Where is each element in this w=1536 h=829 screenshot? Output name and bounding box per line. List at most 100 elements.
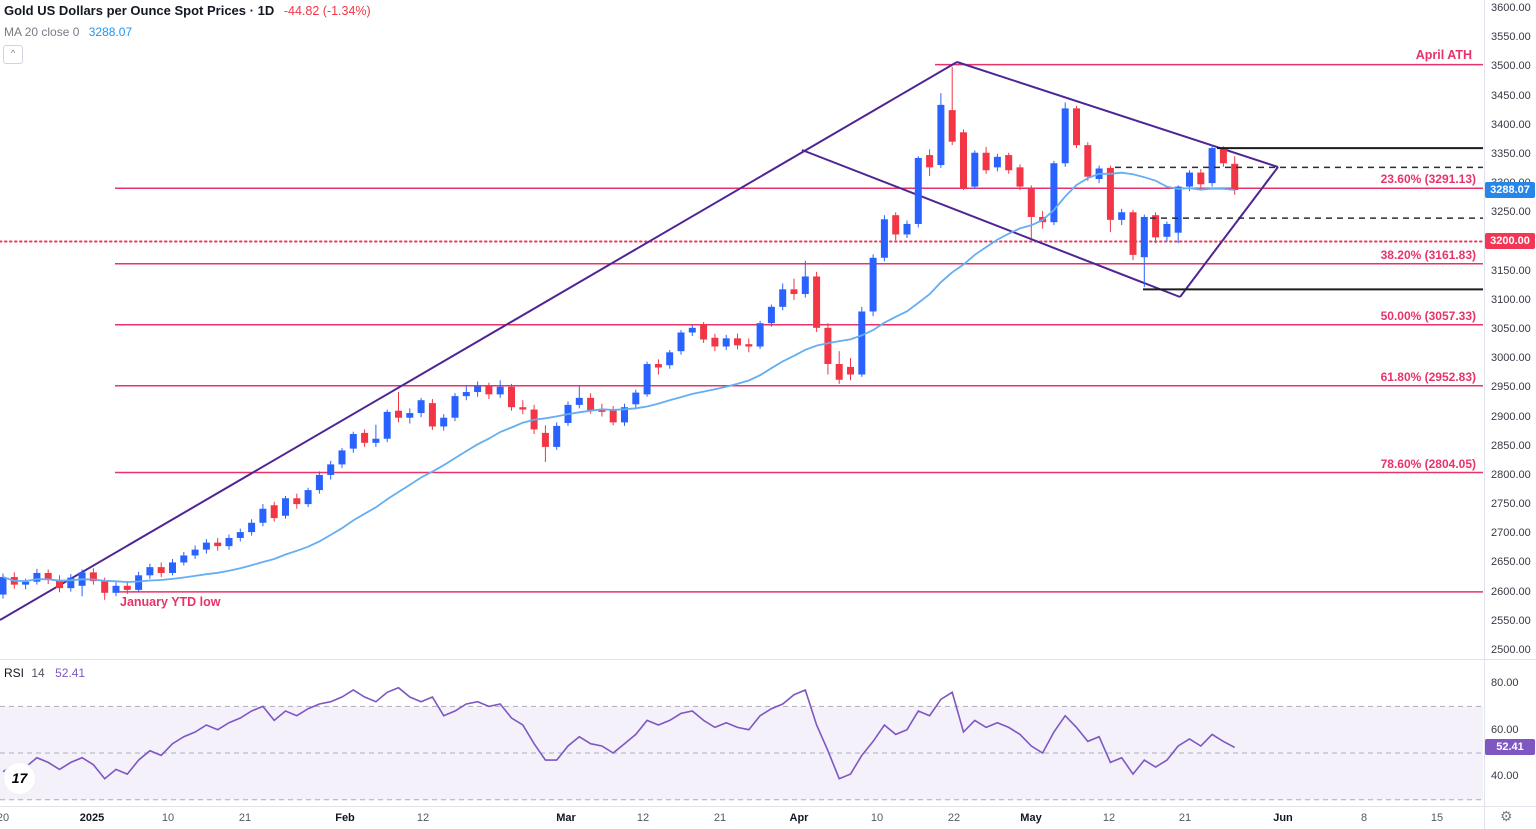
candle: [1118, 212, 1126, 220]
price-axis-label: 2750.00: [1491, 498, 1531, 511]
price-axis-label: 3550.00: [1491, 31, 1531, 44]
ma-price-badge: 3288.07: [1485, 182, 1535, 199]
candle: [960, 132, 967, 189]
candle: [677, 332, 685, 352]
rsi-indicator-row: RSI 14 52.41: [4, 666, 85, 680]
time-axis-label: 20: [0, 812, 10, 824]
candle: [575, 397, 583, 405]
candle: [338, 450, 346, 465]
candle: [609, 409, 617, 423]
collapse-indicator-button[interactable]: ^: [3, 45, 23, 64]
ma-params: 20 close 0: [24, 25, 80, 39]
price-axis-label: 2900.00: [1491, 410, 1531, 423]
candle: [22, 581, 30, 585]
axis-settings-gear-icon[interactable]: ⚙: [1500, 808, 1513, 824]
candle: [372, 438, 380, 443]
candle: [462, 392, 470, 397]
candle: [1231, 163, 1239, 191]
candle: [146, 567, 154, 576]
candle: [417, 400, 425, 414]
ma-value: 3288.07: [88, 25, 133, 39]
descending-channel-upper[interactable]: [956, 61, 1279, 168]
time-axis-label: 22: [947, 812, 961, 824]
time-axis-label: Jun: [1273, 812, 1293, 824]
price-axis-label: 3150.00: [1491, 264, 1531, 277]
candle: [1016, 167, 1024, 187]
fib-level-label: 61.80% (2952.83): [1380, 369, 1476, 384]
fib-level-label: 50.00% (3057.33): [1380, 308, 1476, 323]
candle: [756, 323, 764, 347]
candle: [621, 407, 628, 423]
time-axis-label: Mar: [556, 812, 576, 824]
symbol-title-row: Gold US Dollars per Ounce Spot Prices · …: [4, 3, 371, 18]
candle: [1084, 145, 1092, 177]
candle: [767, 306, 775, 324]
candle: [451, 396, 459, 418]
candle: [541, 432, 549, 447]
candle: [180, 555, 188, 563]
candle: [654, 364, 662, 368]
candle: [745, 344, 753, 347]
tradingview-logo[interactable]: 17: [4, 763, 35, 794]
candle: [191, 549, 199, 556]
candle: [1027, 188, 1035, 217]
candle: [89, 572, 97, 582]
candle: [485, 386, 493, 395]
candle: [632, 392, 640, 405]
candle: [553, 425, 561, 447]
time-axis-label: 12: [416, 812, 430, 824]
chevron-up-icon: ^: [10, 48, 16, 58]
rsi-axis-label: 60.00: [1491, 723, 1519, 736]
rsi-axis-label: 40.00: [1491, 770, 1519, 783]
candle: [236, 532, 244, 538]
april-ath-label: April ATH: [1415, 47, 1472, 62]
fib-level-label: 23.60% (3291.13): [1380, 172, 1476, 187]
candle: [892, 215, 900, 235]
candle: [666, 352, 674, 366]
candle: [474, 386, 482, 393]
candle: [112, 585, 120, 593]
price-axis-label: 3100.00: [1491, 293, 1531, 306]
candle: [67, 577, 75, 589]
price-axis-label: 2650.00: [1491, 556, 1531, 569]
candle: [1050, 163, 1058, 223]
candle: [1129, 212, 1137, 255]
candle: [361, 432, 369, 443]
price-axis-label: 3250.00: [1491, 206, 1531, 219]
descending-channel-lower[interactable]: [801, 149, 1181, 298]
candle: [971, 152, 979, 187]
price-axis-label: 2500.00: [1491, 644, 1531, 656]
candle: [248, 522, 256, 533]
time-axis-label: 15: [1430, 812, 1444, 824]
price-axis-label: 3500.00: [1491, 60, 1531, 73]
candle: [1005, 155, 1013, 171]
candle: [282, 498, 289, 516]
time-axis-label: 12: [1102, 812, 1116, 824]
candle: [700, 324, 708, 340]
candle: [304, 490, 312, 505]
alert-level-badge: 3200.00: [1485, 233, 1535, 250]
price-axis-label: 2700.00: [1491, 527, 1531, 540]
time-axis-label: 2025: [79, 812, 105, 824]
price-axis-label: 3350.00: [1491, 147, 1531, 160]
candle: [993, 156, 1001, 168]
symbol-title: Gold US Dollars per Ounce Spot Prices: [4, 3, 247, 18]
price-axis-label: 3400.00: [1491, 118, 1531, 131]
candle: [937, 104, 945, 165]
interval-label[interactable]: 1D: [257, 3, 275, 18]
candle: [0, 577, 7, 595]
candle: [327, 464, 335, 475]
candle: [982, 152, 990, 171]
time-axis-label: 21: [1178, 812, 1192, 824]
candle: [880, 219, 888, 258]
candle: [1163, 223, 1171, 237]
time-axis-label: Apr: [789, 812, 809, 824]
descending-channel-cap[interactable]: [1179, 166, 1279, 298]
ascending-trendline[interactable]: [0, 61, 958, 621]
candle: [790, 289, 798, 294]
candle: [428, 403, 436, 427]
candle: [101, 581, 109, 593]
candle: [496, 386, 504, 395]
candle: [688, 327, 696, 333]
